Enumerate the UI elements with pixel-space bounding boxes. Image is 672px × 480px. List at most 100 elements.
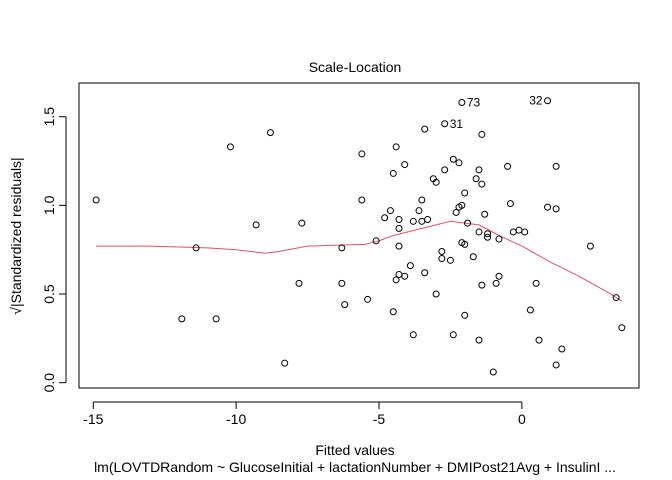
- data-point: [415, 207, 423, 215]
- data-point: [492, 279, 500, 287]
- data-point: [421, 125, 429, 133]
- data-point: [338, 244, 346, 252]
- y-axis-label: √|Standardized residuals|: [8, 157, 24, 314]
- data-point: [461, 311, 469, 319]
- data-point: [475, 166, 483, 174]
- data-point: [469, 253, 477, 261]
- smooth-trend-line: [96, 220, 623, 302]
- data-point: [212, 315, 220, 323]
- data-point: [298, 219, 306, 227]
- data-point: [178, 315, 186, 323]
- data-point: [418, 196, 426, 204]
- x-tick-label: -5: [373, 411, 386, 427]
- data-point: [281, 359, 289, 367]
- data-point: [295, 279, 303, 287]
- data-point: [386, 207, 394, 215]
- y-axis: 0.0 0.5 1.0 1.5: [41, 107, 67, 392]
- y-tick-label: 1.5: [41, 107, 57, 127]
- data-point: [475, 228, 483, 236]
- data-point: [464, 219, 472, 227]
- data-point: [395, 216, 403, 224]
- data-point: [192, 244, 200, 252]
- data-point: [618, 324, 626, 332]
- data-point: [432, 290, 440, 298]
- data-point: [341, 301, 349, 309]
- data-point: [392, 276, 400, 284]
- plot-frame: [78, 82, 640, 389]
- data-point: [441, 120, 449, 128]
- data-point: [381, 214, 389, 222]
- data-point: [558, 345, 566, 353]
- data-point: [421, 269, 429, 277]
- data-point: [446, 256, 454, 264]
- point-label: 31: [450, 117, 464, 131]
- smooth-layer: [96, 220, 623, 302]
- data-point: [358, 150, 366, 158]
- data-point: [392, 143, 400, 151]
- points-layer: [92, 97, 626, 376]
- data-point: [438, 255, 446, 263]
- x-tick-label: -15: [83, 411, 103, 427]
- data-point: [506, 200, 514, 208]
- data-point: [478, 281, 486, 289]
- data-point: [521, 228, 529, 236]
- data-point: [401, 161, 409, 169]
- data-point: [535, 336, 543, 344]
- data-point: [409, 331, 417, 339]
- data-point: [475, 336, 483, 344]
- x-tick-label: -10: [226, 411, 246, 427]
- y-tick-label: 1.0: [41, 195, 57, 215]
- data-point: [495, 235, 503, 243]
- data-point: [372, 237, 380, 245]
- data-point: [409, 217, 417, 225]
- data-point: [495, 272, 503, 280]
- data-point: [358, 196, 366, 204]
- data-point: [449, 331, 457, 339]
- data-point: [452, 208, 460, 216]
- data-point: [92, 196, 100, 204]
- data-point: [338, 279, 346, 287]
- data-point: [401, 272, 409, 280]
- point-label: 32: [529, 94, 543, 108]
- data-point: [389, 169, 397, 177]
- data-point: [455, 159, 463, 167]
- data-point: [612, 294, 620, 302]
- data-point: [478, 180, 486, 188]
- data-point: [395, 224, 403, 232]
- data-point: [586, 242, 594, 250]
- data-point: [438, 247, 446, 255]
- data-point: [389, 308, 397, 316]
- data-point: [406, 262, 414, 270]
- point-label: 73: [467, 96, 481, 110]
- data-point: [532, 279, 540, 287]
- x-axis-label: Fitted values: [315, 442, 394, 458]
- data-point: [364, 295, 372, 303]
- y-tick-label: 0.5: [41, 284, 57, 304]
- data-point: [544, 203, 552, 211]
- model-formula-subtitle: lm(LOVTDRandom ~ GlucoseInitial + lactat…: [94, 459, 616, 475]
- data-point: [458, 99, 466, 107]
- data-point: [489, 368, 497, 376]
- data-point: [449, 155, 457, 163]
- data-point: [484, 230, 492, 238]
- data-point: [395, 242, 403, 250]
- chart-title: Scale-Location: [309, 59, 402, 75]
- data-point: [484, 233, 492, 241]
- data-point: [432, 178, 440, 186]
- data-point: [552, 162, 560, 170]
- data-point: [478, 130, 486, 138]
- data-point: [266, 129, 274, 137]
- data-point: [461, 240, 469, 248]
- data-point: [552, 205, 560, 213]
- x-tick-label: 0: [518, 411, 526, 427]
- data-point: [544, 97, 552, 105]
- data-point: [504, 162, 512, 170]
- data-point: [552, 361, 560, 369]
- data-point: [481, 210, 489, 218]
- data-point: [226, 143, 234, 151]
- x-axis: -15 -10 -5 0: [83, 401, 526, 427]
- data-point: [424, 216, 432, 224]
